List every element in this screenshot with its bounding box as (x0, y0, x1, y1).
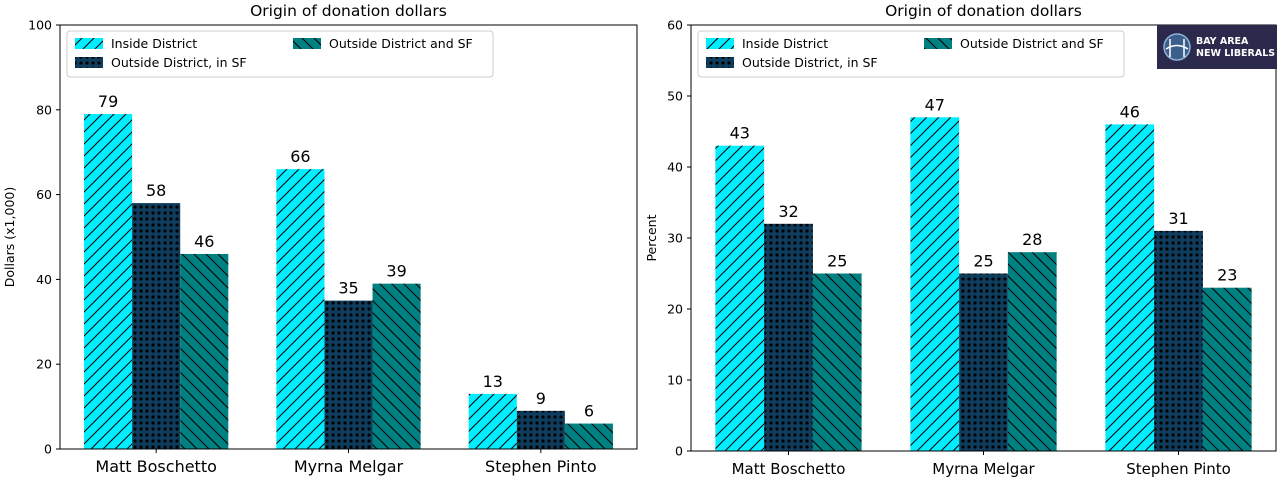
y-tick-label: 40 (36, 272, 52, 287)
y-tick-label: 40 (667, 160, 683, 175)
bar (564, 423, 613, 449)
data-label: 43 (730, 124, 750, 143)
y-tick-label: 30 (667, 231, 683, 246)
bar (910, 117, 960, 452)
legend-swatch (924, 38, 952, 49)
bridge-icon (1163, 33, 1191, 61)
y-tick-label: 100 (28, 18, 52, 33)
bar (84, 114, 133, 449)
y-tick-label: 20 (36, 357, 52, 372)
bar (1105, 124, 1155, 452)
logo-line-1: BAY AREA (1196, 36, 1249, 47)
bar (372, 283, 421, 449)
legend-swatch (706, 38, 734, 49)
data-label: 46 (194, 232, 214, 251)
bar (715, 145, 765, 451)
y-tick-label: 10 (667, 373, 683, 388)
legend-label: Inside District (111, 36, 197, 51)
data-label: 25 (973, 252, 993, 271)
y-tick-label: 80 (36, 102, 52, 117)
data-label: 31 (1168, 209, 1188, 228)
data-label: 66 (290, 147, 310, 166)
legend-swatch (293, 38, 321, 49)
x-tick-label: Myrna Melgar (932, 460, 1035, 478)
y-tick-label: 0 (44, 442, 52, 457)
bar (468, 393, 517, 449)
y-tick-label: 60 (36, 187, 52, 202)
data-label: 35 (338, 279, 358, 298)
data-label: 13 (483, 372, 503, 391)
bar (180, 253, 229, 449)
x-tick-label: Stephen Pinto (1126, 460, 1231, 478)
data-label: 58 (146, 181, 166, 200)
bar (132, 203, 181, 449)
legend-label: Outside District and SF (329, 36, 473, 51)
x-tick-label: Matt Boschetto (732, 460, 846, 478)
bar (1154, 230, 1203, 451)
legend-label: Outside District and SF (960, 36, 1104, 51)
bay-area-new-liberals-logo: BAY AREA NEW LIBERALS (1157, 25, 1277, 69)
legend-label: Inside District (742, 36, 828, 51)
legend-swatch (75, 38, 103, 49)
legend-label: Outside District, in SF (742, 55, 878, 70)
y-tick-label: 0 (675, 444, 683, 459)
bar (276, 169, 325, 449)
legend-box (66, 30, 494, 78)
data-label: 39 (386, 262, 406, 281)
data-label: 32 (778, 202, 798, 221)
bar (764, 223, 813, 451)
legend-box (697, 30, 1125, 78)
legend-swatch (706, 57, 734, 68)
data-label: 25 (827, 252, 847, 271)
y-axis-label: Dollars (x1,000) (2, 187, 17, 287)
legend-swatch (75, 57, 103, 68)
data-label: 6 (584, 402, 594, 421)
y-tick-label: 20 (667, 302, 683, 317)
data-label: 23 (1217, 266, 1237, 285)
chart-right: 43 47 46 32 25 31 25 28 23 0 10 20 30 40 50 60 Matt Bosc… (644, 2, 1277, 478)
y-tick-label: 50 (667, 89, 683, 104)
x-tick-label: Stephen Pinto (485, 457, 597, 476)
bar (1202, 287, 1252, 451)
data-label: 9 (536, 389, 546, 408)
legend: Inside District Outside District, in SF Ou… (66, 30, 494, 78)
legend-label: Outside District, in SF (111, 55, 247, 70)
y-tick-label: 60 (667, 18, 683, 33)
logo-line-2: NEW LIBERALS (1196, 48, 1275, 59)
y-axis-label: Percent (644, 214, 659, 261)
data-label: 79 (98, 92, 118, 111)
bar (1007, 252, 1057, 451)
x-tick-label: Matt Boschetto (95, 457, 216, 476)
bar (324, 300, 373, 449)
bar (959, 273, 1008, 451)
chart-title: Origin of donation dollars (885, 2, 1082, 20)
bar (812, 273, 862, 451)
x-tick-label: Myrna Melgar (294, 457, 404, 476)
data-label: 28 (1022, 230, 1042, 249)
data-label: 47 (925, 95, 945, 114)
chart-title: Origin of donation dollars (250, 2, 447, 20)
bar (516, 410, 565, 449)
legend: Inside District Outside District, in SF Ou… (697, 30, 1125, 78)
data-label: 46 (1120, 102, 1140, 121)
